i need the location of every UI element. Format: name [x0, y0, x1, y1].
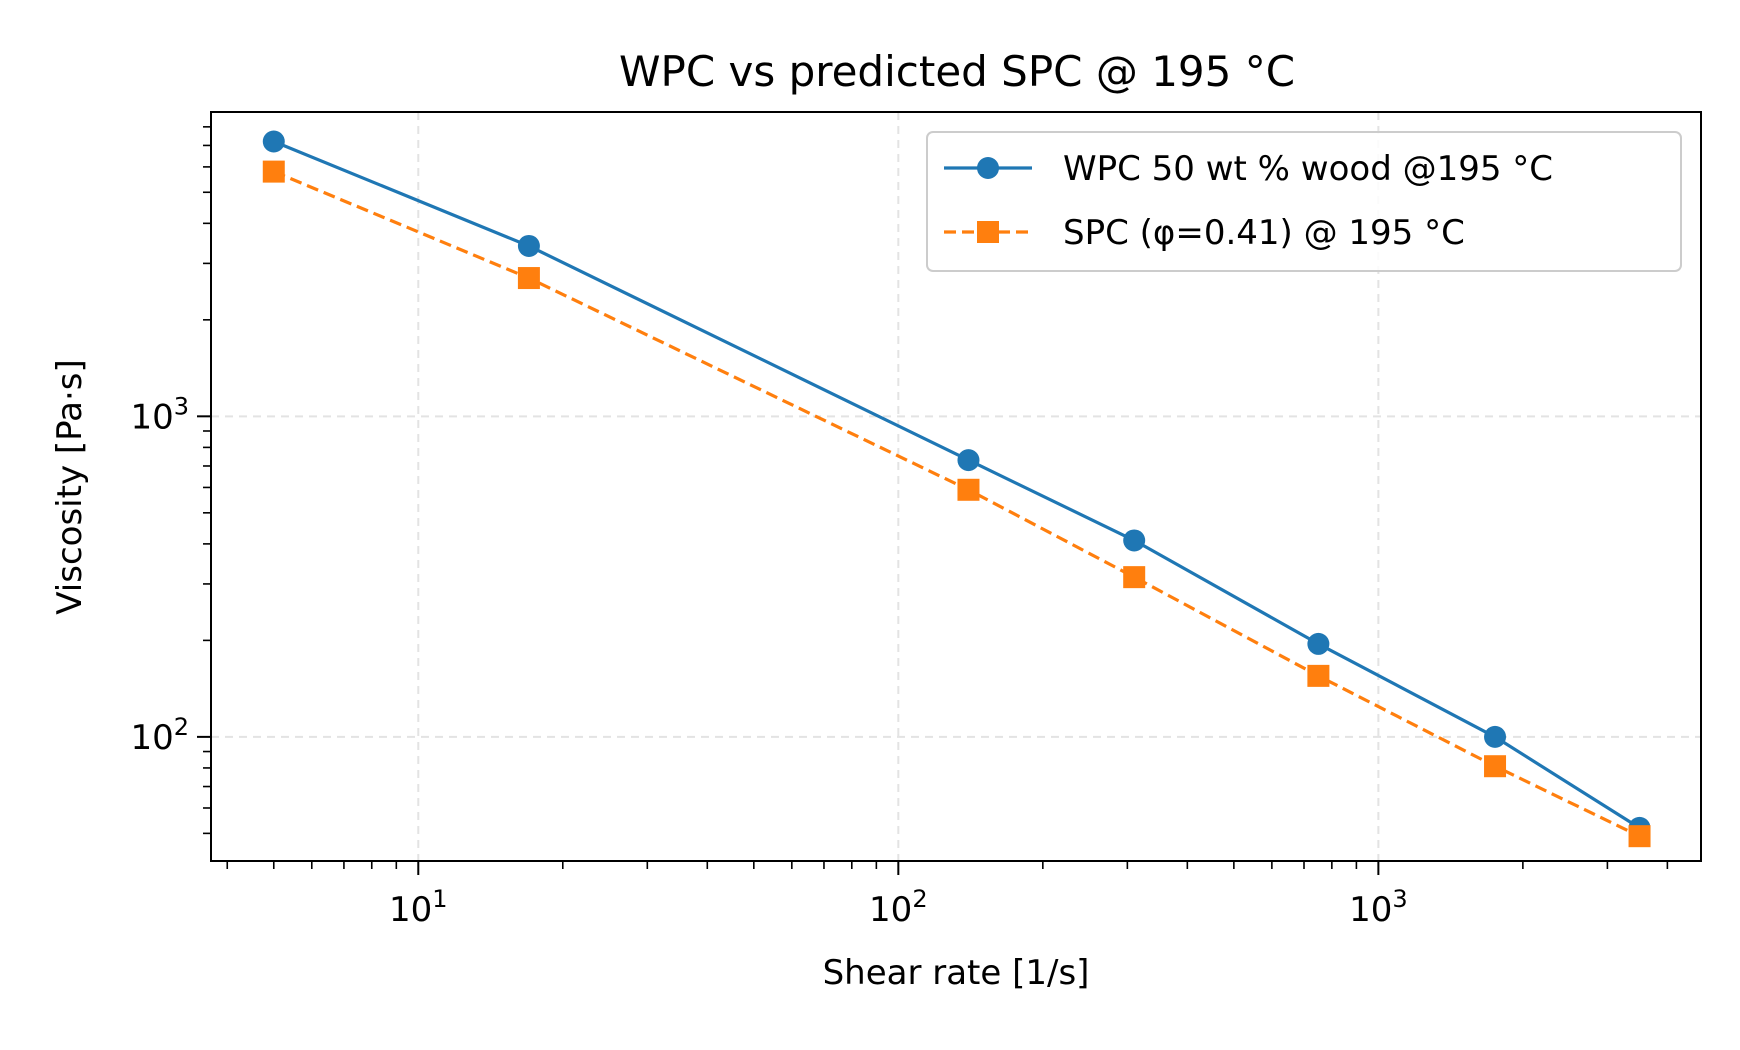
- data-point: [957, 449, 980, 472]
- data-point: [957, 478, 980, 501]
- x-tick-label: 102: [869, 885, 928, 930]
- data-point: [517, 234, 540, 257]
- grid: [211, 112, 1701, 861]
- data-point: [262, 160, 285, 183]
- data-point: [1123, 529, 1146, 552]
- chart-title: WPC vs predicted SPC @ 195 °C: [619, 47, 1295, 96]
- legend-marker-spc: [977, 221, 999, 243]
- y-tick-label: 103: [130, 392, 189, 437]
- legend-box: [926, 131, 1682, 272]
- legend-marker-wpc: [977, 157, 999, 179]
- legend: WPC 50 wt % wood @195 °C SPC (φ=0.41) @ …: [926, 131, 1682, 272]
- legend-label-spc: SPC (φ=0.41) @ 195 °C: [1063, 213, 1465, 253]
- x-axis-label: Shear rate [1/s]: [823, 953, 1090, 993]
- data-point: [262, 130, 285, 153]
- data-point: [1123, 566, 1146, 589]
- plot-frame: [210, 111, 1702, 862]
- x-tick-label: 101: [389, 885, 448, 930]
- data-point: [1628, 825, 1651, 848]
- data-point: [1484, 755, 1507, 778]
- ticks: 101 102 103 102 103: [130, 126, 1669, 930]
- data-point: [1307, 632, 1330, 655]
- y-axis-label: Viscosity [Pa·s]: [50, 359, 90, 614]
- data-point: [1307, 664, 1330, 687]
- series-layer: [262, 130, 1651, 848]
- y-tick-label: 102: [130, 713, 189, 758]
- data-point: [517, 267, 540, 290]
- legend-label-wpc: WPC 50 wt % wood @195 °C: [1063, 149, 1553, 189]
- data-point: [1484, 725, 1507, 748]
- x-tick-label: 103: [1349, 885, 1408, 930]
